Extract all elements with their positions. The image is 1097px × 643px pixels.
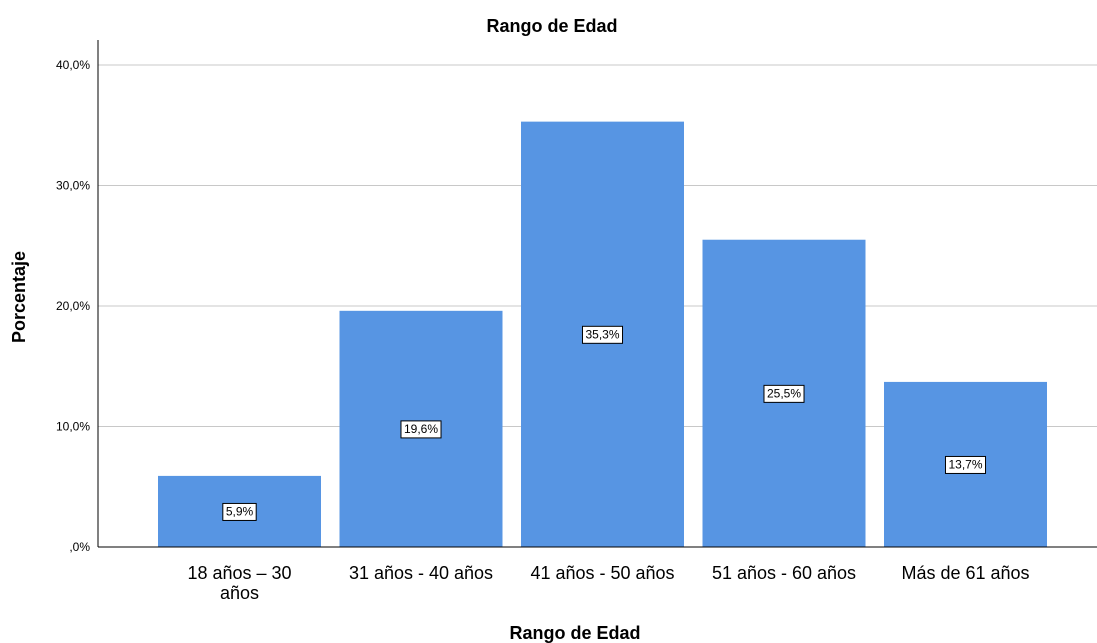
data-label-box xyxy=(944,455,987,474)
data-label-box xyxy=(400,420,442,439)
x-tick-label: años xyxy=(220,583,259,603)
data-label-text: 13,7% xyxy=(948,457,982,471)
data-label-text: 35,3% xyxy=(585,327,619,341)
data-label-text: 25,5% xyxy=(767,386,801,400)
x-tick-label: Más de 61 años xyxy=(901,563,1029,583)
data-label-text: 5,9% xyxy=(226,504,254,518)
chart-title: Rango de Edad xyxy=(486,16,617,36)
y-tick-label: 30,0% xyxy=(56,179,90,193)
x-tick-label: 31 años - 40 años xyxy=(349,563,493,583)
data-label-box xyxy=(763,384,805,403)
data-label-box xyxy=(222,502,257,521)
y-tick-labels: ,0% 10,0% 20,0% 30,0% 40,0% xyxy=(56,58,90,554)
y-tick-label: ,0% xyxy=(69,540,90,554)
x-tick-label: 41 años - 50 años xyxy=(530,563,674,583)
data-label: 25,5% xyxy=(763,384,805,403)
data-label-box xyxy=(581,325,624,344)
y-tick-label: 40,0% xyxy=(56,58,90,72)
axes xyxy=(97,40,1097,548)
data-label: 5,9% xyxy=(222,502,257,521)
y-tick-label: 10,0% xyxy=(56,420,90,434)
data-labels: 5,9% 19,6% 35,3% 25,5% 13,7% xyxy=(222,325,987,521)
data-label-text: 19,6% xyxy=(404,422,438,436)
data-label: 13,7% xyxy=(944,455,987,474)
data-label: 19,6% xyxy=(400,420,442,439)
x-axis-title: Rango de Edad xyxy=(509,623,640,643)
data-label: 35,3% xyxy=(581,325,624,344)
x-tick-label: 18 años – 30 xyxy=(187,563,291,583)
y-tick-label: 20,0% xyxy=(56,299,90,313)
x-tick-label: 51 años - 60 años xyxy=(712,563,856,583)
y-axis-title: Porcentaje xyxy=(9,251,29,343)
